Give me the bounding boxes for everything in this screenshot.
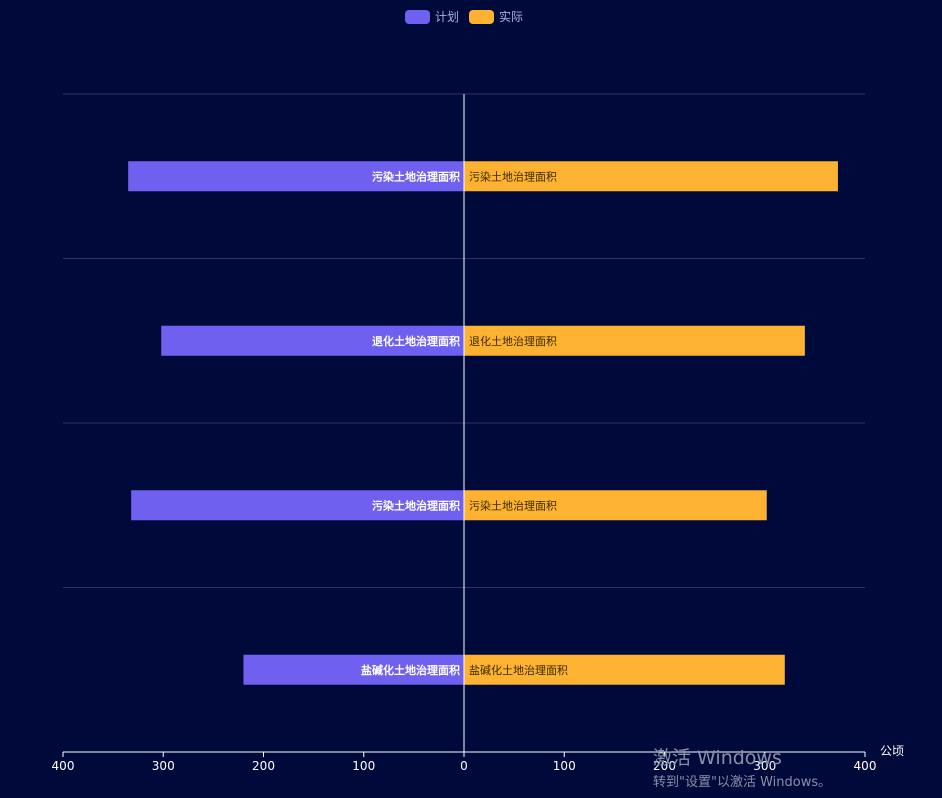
x-tick-label: 200	[252, 759, 275, 773]
category-group-0: 盐碱化土地治理面积 盐碱化土地治理面积	[243, 654, 785, 685]
plan-bar[interactable]	[131, 490, 465, 521]
legend-label[interactable]: 实际	[499, 9, 523, 24]
plan-bar[interactable]	[128, 161, 464, 192]
windows-activation-watermark: 激活 Windows 转到"设置"以激活 Windows。	[653, 747, 831, 790]
actual-bar[interactable]	[464, 325, 805, 356]
x-tick-label: 0	[460, 759, 468, 773]
category-group-1: 污染土地治理面积 污染土地治理面积	[131, 490, 767, 521]
x-tick-label: 300	[753, 759, 776, 773]
actual-bar-label: 污染土地治理面积	[469, 498, 557, 512]
plan-bar[interactable]	[243, 654, 464, 685]
plan-bar-label: 退化土地治理面积	[372, 334, 460, 348]
legend-item-1[interactable]: 实际	[469, 9, 523, 24]
plan-bar-label: 污染土地治理面积	[372, 498, 460, 512]
legend-swatch[interactable]	[469, 10, 494, 24]
actual-bar[interactable]	[464, 161, 838, 192]
plan-bar[interactable]	[161, 325, 464, 356]
watermark-line-2: 转到"设置"以激活 Windows。	[653, 775, 831, 790]
actual-bar-label: 污染土地治理面积	[469, 169, 557, 183]
actual-bar-label: 退化土地治理面积	[469, 334, 557, 348]
actual-bar[interactable]	[464, 654, 785, 685]
legend-label[interactable]: 计划	[435, 10, 459, 24]
x-tick-label: 100	[553, 759, 576, 773]
x-tick-label: 300	[152, 759, 175, 773]
watermark-line-1: 激活 Windows	[653, 747, 782, 769]
x-tick-label: 100	[352, 759, 375, 773]
x-axis-unit-label: 公顷	[880, 744, 904, 758]
category-group-3: 污染土地治理面积 污染土地治理面积	[128, 161, 838, 192]
x-tick-label: 400	[854, 759, 877, 773]
legend-item-0[interactable]: 计划	[405, 10, 459, 24]
x-tick-label: 200	[653, 759, 676, 773]
plan-bar-label: 盐碱化土地治理面积	[361, 663, 460, 677]
actual-bar-label: 盐碱化土地治理面积	[469, 663, 568, 677]
actual-bar[interactable]	[464, 490, 767, 521]
plan-bar-label: 污染土地治理面积	[372, 169, 460, 183]
x-tick-label: 400	[52, 759, 75, 773]
legend[interactable]: 计划 实际	[405, 9, 523, 24]
legend-swatch[interactable]	[405, 10, 430, 24]
category-group-2: 退化土地治理面积 退化土地治理面积	[161, 325, 805, 356]
